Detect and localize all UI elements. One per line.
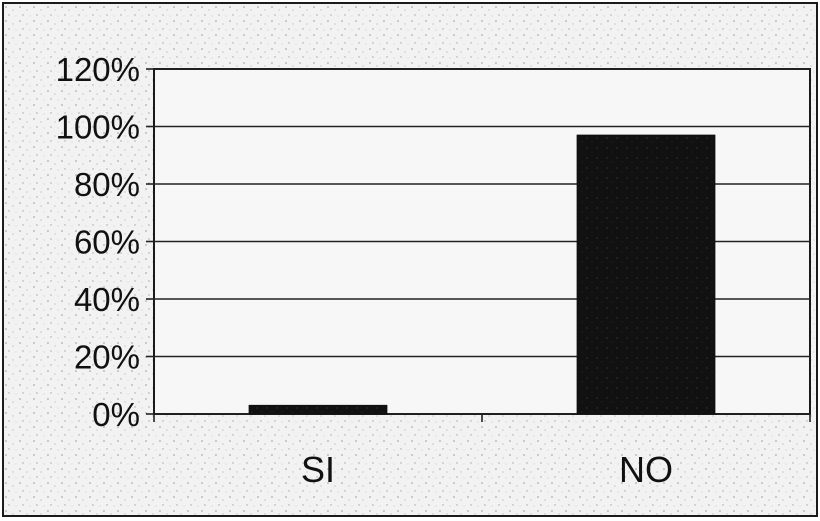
x-category-label: SI xyxy=(301,449,335,490)
y-tick-label: 80% xyxy=(74,166,140,203)
bar-si xyxy=(248,404,388,415)
bar-no xyxy=(576,134,716,415)
x-axis-categories: SI NO xyxy=(153,414,811,490)
y-tick-label: 0% xyxy=(92,396,140,433)
y-tick-label: 40% xyxy=(74,281,140,318)
y-axis-ticks: 0% 20% 40% 60% 80% 100% 120% xyxy=(56,51,154,433)
y-tick-label: 100% xyxy=(56,109,140,146)
x-category-label: NO xyxy=(619,449,673,490)
y-tick-label: 120% xyxy=(56,51,140,88)
bar-chart: 0% 20% 40% 60% 80% 100% 120% SI NO xyxy=(4,4,816,515)
y-tick-label: 20% xyxy=(74,339,140,376)
y-tick-label: 60% xyxy=(74,224,140,261)
bars xyxy=(248,134,716,415)
